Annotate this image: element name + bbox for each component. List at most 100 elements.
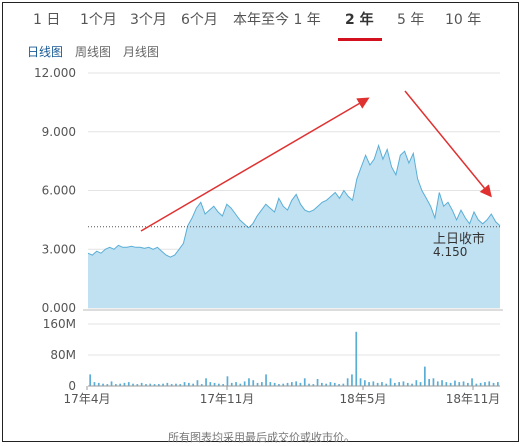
volume-bar	[308, 383, 310, 386]
volume-bar	[218, 383, 220, 386]
tab-6-months[interactable]: 6个月	[181, 12, 218, 28]
volume-bar	[175, 383, 177, 386]
volume-bar	[282, 383, 285, 386]
x-tick-label: 17年11月	[200, 392, 255, 406]
volume-bar	[278, 384, 280, 386]
prev-close-label: 上日收市	[433, 231, 485, 247]
volume-bar	[458, 382, 461, 386]
volume-bar	[342, 383, 345, 386]
volume-bar	[398, 382, 400, 386]
volume-bar	[299, 382, 302, 386]
volume-bar	[312, 384, 315, 386]
volume-bar	[333, 382, 336, 386]
x-tick-label: 18年5月	[340, 392, 387, 406]
volume-bar	[479, 382, 482, 386]
volume-bar	[248, 378, 250, 387]
volume-bar	[119, 383, 121, 386]
volume-bar	[368, 382, 370, 386]
range-tabs: 1 日 1个月 3个月 6个月 本年至今 1 年 2 年 5 年 10 年	[3, 3, 518, 43]
tab-daily-chart[interactable]: 日线图	[27, 45, 64, 59]
volume-bar	[286, 382, 289, 386]
volume-bar	[209, 382, 212, 386]
stock-chart-panel: 1 日 1个月 3个月 6个月 本年至今 1 年 2 年 5 年 10 年 日线…	[2, 2, 519, 444]
x-tick-label: 18年11月	[446, 392, 501, 406]
view-tabs: 日线图 周线图 月线图	[3, 43, 518, 61]
volume-bar	[338, 384, 340, 386]
volume-bar	[359, 378, 362, 387]
volume-bar	[97, 382, 100, 386]
volume-bar	[497, 382, 499, 386]
volume-bar	[449, 382, 452, 386]
volume-bar	[235, 382, 237, 386]
volume-bar	[106, 384, 109, 386]
volume-y-tick-label: 160M	[43, 317, 76, 331]
volume-bar	[321, 382, 323, 386]
volume-bar	[145, 384, 147, 386]
volume-bar	[475, 383, 478, 386]
volume-bar	[166, 382, 169, 386]
volume-bar	[192, 383, 194, 386]
volume-bar	[406, 382, 409, 386]
x-tick-label: 17年4月	[64, 392, 111, 406]
volume-bar	[389, 378, 392, 387]
volume-bar	[462, 381, 465, 386]
tab-3-months[interactable]: 3个月	[130, 12, 167, 28]
volume-bar	[467, 382, 469, 386]
volume-bar	[436, 381, 439, 386]
volume-bar	[381, 382, 383, 386]
volume-bar	[291, 382, 293, 386]
downtrend-arrow	[404, 90, 492, 198]
volume-bar	[316, 379, 319, 386]
volume-bar	[445, 382, 448, 386]
volume-bar	[196, 380, 199, 386]
volume-bar	[89, 374, 91, 386]
price-y-tick-label: 6.000	[42, 184, 76, 198]
volume-bar	[372, 381, 375, 386]
tab-5-years[interactable]: 5 年	[397, 12, 425, 28]
tab-1-month[interactable]: 1个月	[80, 12, 117, 28]
volume-bar	[226, 376, 229, 386]
volume-bar	[127, 382, 130, 386]
volume-y-tick-label: 0	[68, 379, 76, 393]
volume-bar	[346, 378, 349, 387]
price-y-tick-label: 9.000	[42, 125, 76, 139]
volume-bar	[158, 384, 160, 386]
tab-1-day[interactable]: 1 日	[33, 12, 61, 28]
price-area	[88, 145, 500, 308]
tab-weekly-chart[interactable]: 周线图	[75, 45, 112, 59]
volume-bar	[484, 382, 486, 386]
volume-bar	[428, 379, 430, 386]
prev-close-value: 4.150	[433, 245, 467, 259]
volume-bar	[261, 382, 263, 386]
volume-bar	[252, 380, 255, 386]
tab-10-years[interactable]: 10 年	[445, 12, 482, 28]
volume-bar	[441, 380, 443, 386]
price-y-tick-label: 0.000	[42, 301, 76, 315]
price-line	[87, 143, 501, 258]
tab-2-years[interactable]: 2 年	[345, 12, 374, 28]
volume-bar	[364, 380, 366, 386]
footer-note: 所有图表均采用最后成交价或收市价。	[168, 431, 355, 444]
price-y-tick-label: 3.000	[42, 242, 76, 256]
volume-bar	[93, 382, 96, 386]
volume-y-tick-label: 80M	[50, 348, 76, 362]
volume-bar	[303, 378, 306, 387]
tab-monthly-chart[interactable]: 月线图	[123, 45, 160, 59]
volume-bar	[179, 384, 182, 386]
volume-bar	[170, 384, 173, 386]
volume-bar	[222, 384, 224, 386]
volume-bar	[325, 383, 327, 386]
volume-bar	[110, 381, 113, 386]
volume-bar	[243, 381, 246, 386]
volume-bar	[256, 382, 259, 386]
volume-bar	[265, 374, 267, 386]
volume-bar	[329, 382, 332, 386]
volume-bar	[385, 383, 388, 386]
volume-bar	[471, 378, 473, 387]
volume-bar	[213, 382, 216, 386]
tab-ytd-1-year[interactable]: 本年至今 1 年	[233, 12, 321, 28]
volume-bar	[415, 380, 418, 386]
volume-bar	[355, 331, 358, 387]
volume-bar	[402, 381, 405, 386]
